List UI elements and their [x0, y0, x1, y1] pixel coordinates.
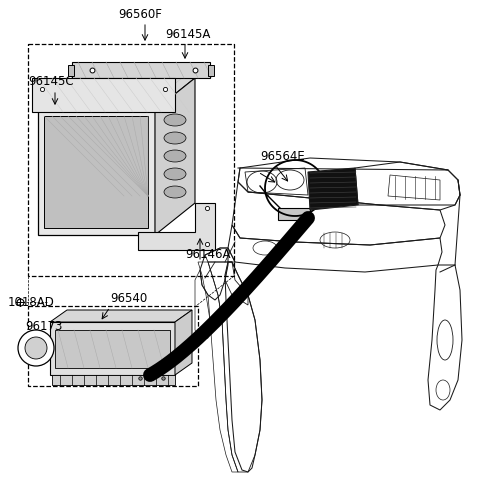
Ellipse shape	[164, 114, 186, 126]
Polygon shape	[38, 78, 195, 110]
Polygon shape	[138, 203, 215, 250]
Text: 96145A: 96145A	[165, 28, 210, 41]
Polygon shape	[52, 375, 175, 385]
Text: 96146A: 96146A	[185, 248, 230, 261]
Circle shape	[25, 337, 47, 359]
Text: 96564E: 96564E	[260, 150, 305, 163]
Polygon shape	[278, 208, 310, 220]
Polygon shape	[72, 62, 210, 78]
Polygon shape	[50, 310, 192, 322]
Polygon shape	[155, 78, 195, 235]
Circle shape	[18, 330, 54, 366]
Polygon shape	[175, 310, 192, 375]
Bar	[28, 306, 198, 386]
Text: 1018AD: 1018AD	[8, 296, 55, 309]
Text: 96540: 96540	[110, 292, 147, 305]
Polygon shape	[308, 168, 358, 210]
Polygon shape	[68, 65, 74, 76]
Text: 96560F: 96560F	[118, 8, 162, 21]
Text: 96145C: 96145C	[28, 75, 73, 88]
Ellipse shape	[164, 150, 186, 162]
Text: 96173: 96173	[25, 320, 62, 333]
Polygon shape	[38, 110, 155, 235]
Polygon shape	[55, 330, 170, 368]
Polygon shape	[44, 116, 148, 228]
Polygon shape	[208, 65, 214, 76]
Ellipse shape	[164, 186, 186, 198]
Ellipse shape	[164, 132, 186, 144]
Bar	[28, 44, 234, 276]
Polygon shape	[32, 78, 175, 112]
Ellipse shape	[164, 168, 186, 180]
Polygon shape	[50, 322, 175, 375]
